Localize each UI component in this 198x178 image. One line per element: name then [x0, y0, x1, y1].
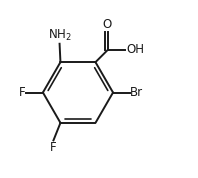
Text: F: F	[50, 141, 57, 154]
Text: F: F	[19, 86, 25, 99]
Text: NH$_2$: NH$_2$	[48, 28, 71, 43]
Text: OH: OH	[126, 43, 144, 56]
Text: Br: Br	[130, 86, 144, 99]
Text: O: O	[102, 19, 111, 32]
